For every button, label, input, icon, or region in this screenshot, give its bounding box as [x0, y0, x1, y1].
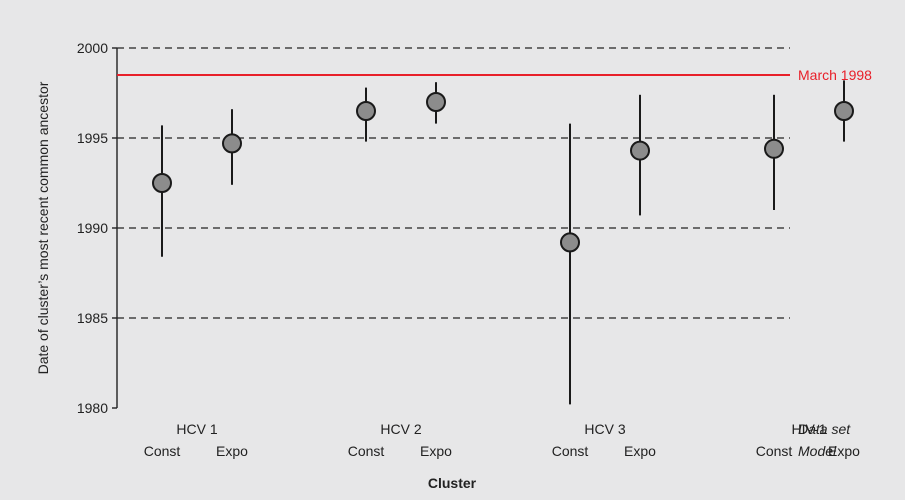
model-label: Expo — [216, 443, 248, 459]
model-label: Expo — [828, 443, 860, 459]
model-label: Const — [348, 443, 385, 459]
data-point — [152, 173, 172, 193]
data-points — [152, 80, 854, 405]
model-label: Const — [144, 443, 181, 459]
data-point — [764, 138, 784, 159]
y-tick-label: 1990 — [77, 220, 108, 236]
y-tick-label: 1980 — [77, 400, 108, 416]
data-point — [560, 232, 580, 253]
group-label: HCV 3 — [584, 421, 625, 437]
dataset-row-label: Data set — [798, 421, 851, 437]
group-label: HCV 2 — [380, 421, 421, 437]
data-point — [834, 101, 854, 121]
model-label: Expo — [624, 443, 656, 459]
group-label: HIV-1 — [791, 421, 826, 437]
model-label: Const — [552, 443, 589, 459]
reference-line-label: March 1998 — [798, 67, 872, 83]
y-tick-label: 1995 — [77, 130, 108, 146]
data-point — [630, 140, 650, 161]
model-row-label: Model — [798, 443, 837, 459]
x-axis-label: Cluster — [428, 475, 477, 491]
y-axis: 1980 1985 1990 1995 2000 — [77, 40, 118, 416]
data-point — [222, 133, 242, 154]
category-labels: HCV 1 Const Expo HCV 2 Const Expo HCV 3 Const Ex… — [144, 421, 860, 459]
y-tick-label: 2000 — [77, 40, 108, 56]
y-tick-label: 1985 — [77, 310, 108, 326]
model-label: Const — [756, 443, 793, 459]
y-axis-label: Date of cluster’s most recent common anc… — [35, 81, 51, 374]
data-point — [356, 101, 376, 121]
data-point — [426, 92, 446, 112]
model-label: Expo — [420, 443, 452, 459]
group-label: HCV 1 — [176, 421, 217, 437]
grid-lines — [117, 47, 790, 319]
reference-line-group: March 1998 — [117, 67, 872, 83]
